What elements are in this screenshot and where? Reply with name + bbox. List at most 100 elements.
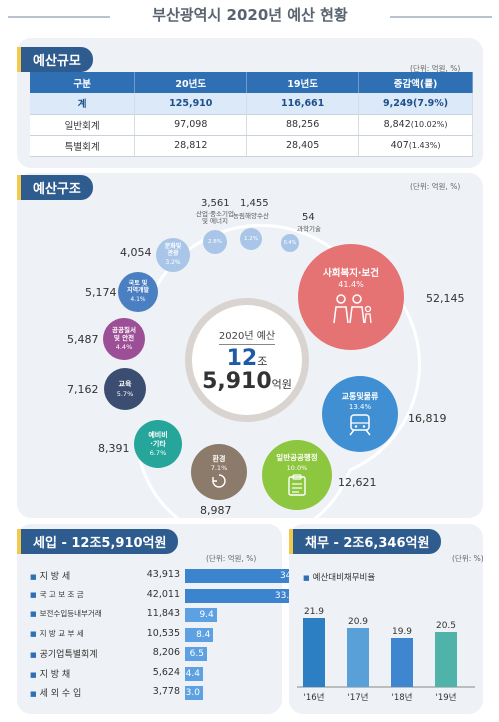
revenue-bar-row: ■ 보전수입등내부거래 11,843 9.4 [30, 607, 330, 624]
category-label: 일반공공행정 [276, 453, 318, 463]
row-y20: 28,812 [134, 135, 248, 157]
header-category: 구분 [30, 72, 136, 93]
debt-bar [347, 628, 369, 687]
budget-scale-tag: 예산규모 [17, 47, 93, 72]
row-name: 계 [30, 93, 136, 115]
category-label: 사회복지·보건 [322, 267, 380, 279]
revenue-bar-row: ■ 지 방 교 부 세 10,535 8.4 [30, 627, 330, 644]
category-percent: 4.4% [115, 342, 133, 351]
row-y19: 28,405 [246, 135, 360, 157]
revenue-category-label: ■ 지 방 세 [30, 569, 135, 582]
debt-category-label: '18년 [392, 692, 413, 703]
category-percent: 10.0% [286, 463, 308, 472]
category-percent: 6.7% [149, 448, 167, 457]
debt-series-label: ■ 예산대비채무비율 [303, 571, 375, 583]
revenue-panel [17, 524, 282, 714]
row-diff: 9,249 [382, 97, 414, 109]
row-y19: 88,256 [246, 114, 360, 136]
header-change: 증감액(률) [358, 72, 473, 93]
center-trillion: 12조 [227, 347, 268, 370]
debt-bar [391, 638, 413, 687]
category-value-culture: 4,054 [120, 246, 152, 259]
revenue-category-label: ■ 공기업특별회계 [30, 647, 135, 660]
title-rule-right [382, 16, 492, 18]
revenue-percent-label: 4.4 [185, 668, 200, 679]
revenue-category-label: ■ 지 방 채 [30, 667, 135, 680]
debt-value-label: 19.9 [392, 627, 412, 637]
revenue-category-label: ■ 지 방 교 부 세 [30, 628, 135, 639]
category-value-admin: 12,621 [338, 476, 377, 489]
revenue-category-text: 지 방 교 부 세 [39, 628, 84, 638]
revenue-bar [185, 647, 207, 661]
debt-category-label: '16년 [304, 692, 325, 703]
category-circle-science: 0.4% [281, 234, 299, 252]
title-rule-left [8, 16, 118, 18]
row-y20: 125,910 [134, 93, 248, 115]
debt-value-label: 21.9 [304, 607, 324, 617]
clipboard-icon [288, 474, 306, 496]
revenue-percent-label: 34.9 [185, 569, 303, 583]
center-line2-unit: 억원 [271, 378, 292, 391]
category-circle-education: 교육 5.7% [104, 368, 146, 410]
revenue-value-label: 5,624 [152, 666, 180, 678]
revenue-unit: (단위: 억원, %) [206, 554, 257, 563]
category-label-science: 과학기술 [297, 225, 321, 233]
row-y20: 97,098 [134, 114, 248, 136]
category-circle-safety: 공공질서 및 안전 4.4% [103, 318, 145, 360]
table-header-row: 구분 20년도 19년도 증감액(률) [30, 72, 473, 93]
revenue-bar-row: ■ 국 고 보 조 금 42,011 33.4 [30, 588, 330, 605]
budget-scale-unit: (단위: 억원, %) [410, 64, 461, 73]
category-percent: 7.1% [210, 464, 228, 473]
budget-structure-unit: (단위: 억원, %) [410, 182, 461, 191]
revenue-percent-label: 33.4 [274, 590, 295, 601]
category-percent: 1.2% [244, 236, 258, 242]
category-label-industry: 산업·중소기업 및 에너지 [196, 210, 234, 226]
debt-value-label: 20.5 [436, 621, 456, 631]
row-rate: (1.43%) [408, 141, 441, 150]
category-percent: 13.4% [348, 402, 372, 411]
bullet-icon: ■ [30, 629, 37, 638]
category-circle-welfare: 사회복지·보건 41.4% [298, 244, 404, 350]
category-label: 국토 및 지역개발 [126, 280, 150, 294]
debt-bar [303, 618, 325, 687]
category-circle-transport: 교통및물류 13.4% [322, 376, 398, 452]
row-change: 407(1.43%) [358, 135, 473, 157]
header-2019: 19년도 [246, 72, 360, 93]
category-circle-industry: 2.8% [203, 230, 227, 254]
category-percent: 4.1% [130, 295, 146, 303]
revenue-category-label: ■ 세 외 수 입 [30, 686, 135, 699]
category-value-transport: 16,819 [408, 412, 447, 425]
category-label-agriculture: 농림해양수산 [233, 212, 269, 220]
revenue-bar [185, 588, 298, 603]
revenue-category-label: ■ 국 고 보 조 금 [30, 589, 135, 600]
category-label: 환경 [212, 454, 226, 463]
category-value-environment: 8,987 [200, 504, 232, 517]
bullet-icon: ■ [30, 670, 37, 679]
center-line1-unit: 조 [257, 354, 268, 368]
family-icon [333, 294, 372, 324]
category-label: 공공질서 및 안전 [112, 326, 136, 342]
center-line2: 5,910 [202, 369, 272, 394]
revenue-bar-row: ■ 공기업특별회계 8,206 6.5 [30, 646, 330, 663]
revenue-percent-label: 6.5 [189, 649, 204, 659]
revenue-bar [185, 686, 203, 700]
debt-value-label: 20.9 [348, 617, 368, 627]
bullet-icon: ■ [303, 574, 310, 582]
revenue-tag: 세입 - 12조5,910억원 [17, 529, 179, 554]
budget-scale-table: 구분 20년도 19년도 증감액(률) 계 125,910 116,661 9,… [30, 72, 473, 157]
category-circle-agriculture: 1.2% [240, 228, 262, 250]
revenue-percent-label: 3.0 [185, 688, 200, 698]
debt-category-label: '17년 [348, 692, 369, 703]
category-circle-admin: 일반공공행정 10.0% [262, 440, 332, 510]
category-circle-environment: 환경 7.1% [191, 444, 247, 500]
category-value-science: 54 [302, 212, 315, 223]
revenue-percent-label: 9.4 [199, 610, 214, 620]
revenue-bar-row: ■ 세 외 수 입 3,778 3.0 [30, 685, 330, 702]
category-value-education: 7,162 [67, 383, 99, 396]
train-icon [349, 413, 371, 436]
center-title: 2020년 예산 [218, 327, 276, 345]
revenue-value-label: 42,011 [146, 588, 180, 600]
category-value-reserve: 8,391 [98, 442, 130, 455]
page-title: 부산광역시 2020년 예산 현황 [110, 4, 390, 25]
